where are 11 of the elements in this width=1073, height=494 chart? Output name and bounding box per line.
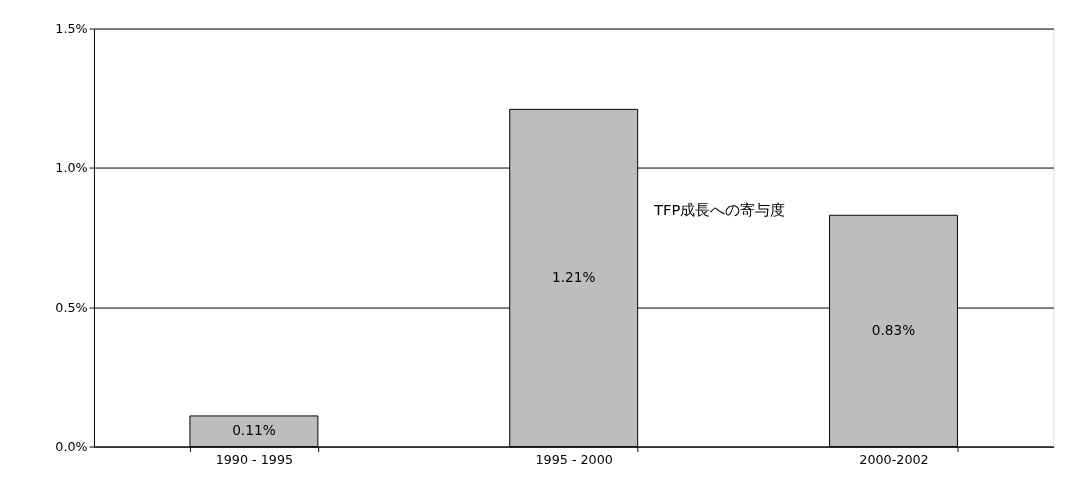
y-tick-label: 1.5% (55, 20, 88, 36)
data-label: 0.11% (232, 422, 276, 439)
x-tick-label: 1990 - 1995 (215, 451, 294, 467)
y-tick-label: 0.0% (55, 438, 88, 454)
annotation: TFP成長への寄与度 (652, 200, 786, 218)
x-tick-label: 1995 - 2000 (535, 451, 613, 467)
y-tick-label: 0.5% (55, 299, 88, 315)
y-tick-label: 1.0% (55, 160, 88, 176)
data-label: 1.21% (551, 268, 596, 285)
data-label: 0.83% (871, 321, 916, 338)
x-tick-label: 2000-2002 (859, 451, 929, 467)
